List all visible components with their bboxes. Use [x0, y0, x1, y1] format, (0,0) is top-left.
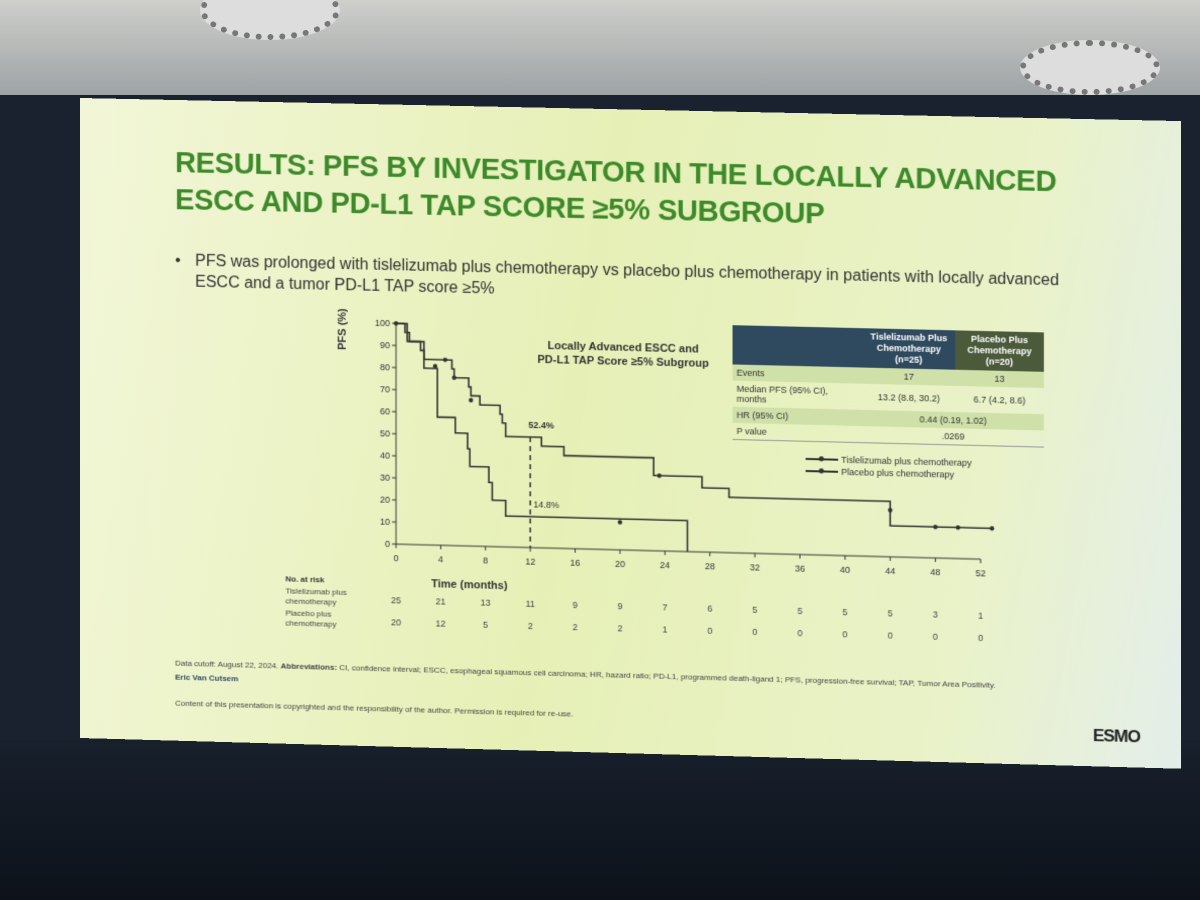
legend-label: Placebo plus chemotherapy	[841, 466, 955, 480]
at-risk-label: No. at risk	[285, 574, 324, 584]
presenter-name: Eric Van Cutsem	[175, 672, 239, 684]
legend-line-icon	[805, 458, 839, 461]
at-risk-value: 5	[797, 606, 802, 616]
x-tick-label: 12	[525, 556, 535, 566]
y-tick-label: 100	[375, 318, 390, 328]
x-tick-label: 16	[570, 558, 580, 568]
ceiling-vent	[200, 0, 340, 40]
x-tick-label: 36	[795, 563, 805, 573]
at-risk-value: 3	[933, 609, 938, 619]
at-risk-value: 5	[483, 620, 488, 630]
x-tick-label: 20	[615, 559, 625, 569]
y-tick-label: 60	[380, 406, 390, 416]
subtitle-line: Locally Advanced ESCC and	[548, 340, 699, 356]
presentation-slide: RESULTS: PFS BY INVESTIGATOR IN THE LOCA…	[80, 98, 1181, 769]
x-axis-label: Time (months)	[431, 578, 508, 592]
y-axis-label: PFS (%)	[337, 308, 349, 350]
table-header: Placebo Plus Chemotherapy (n=20)	[955, 330, 1044, 372]
at-risk-value: 2	[528, 621, 533, 631]
x-tick-label: 44	[885, 566, 895, 576]
at-risk-value: 5	[843, 607, 848, 617]
at-risk-row-name: Placebo plus	[285, 608, 331, 618]
summary-table: Tislelizumab Plus Chemotherapy (n=25) Pl…	[732, 325, 1044, 448]
copyright-notice: Content of this presentation is copyrigh…	[175, 698, 574, 719]
at-risk-value: 0	[707, 626, 712, 636]
chart-subtitle: Locally Advanced ESCC andPD-L1 TAP Score…	[537, 340, 709, 370]
cell: 13.2 (8.8, 30.2)	[877, 392, 940, 404]
censor-mark	[468, 397, 474, 403]
censor-mark	[393, 321, 399, 326]
x-tick-label: 48	[930, 567, 940, 577]
censor-mark	[657, 473, 662, 478]
annotation-52-4: 52.4%	[528, 420, 554, 431]
km-chart: PFS (%) Time (months) Locally Advanced E…	[285, 308, 1181, 643]
x-tick-label: 40	[840, 565, 850, 575]
at-risk-value: 0	[933, 632, 938, 642]
y-tick-label: 10	[380, 517, 390, 527]
censor-mark	[442, 357, 448, 363]
table-header	[732, 325, 863, 368]
at-risk-value: 21	[436, 596, 446, 606]
row-label: Median PFS (95% CI), months	[736, 383, 828, 405]
at-risk-value: 20	[391, 617, 401, 627]
annotation-14-8: 14.8%	[533, 500, 559, 511]
at-risk-value: 9	[617, 601, 622, 611]
x-tick-label: 52	[976, 568, 986, 578]
x-tick-label: 4	[438, 554, 443, 564]
at-risk-value: 2	[617, 623, 622, 633]
y-tick-label: 70	[380, 384, 390, 394]
censor-mark	[955, 525, 961, 530]
censor-mark	[887, 507, 893, 513]
data-cutoff: Data cutoff: August 22, 2024.	[175, 658, 279, 671]
x-tick-label: 0	[394, 553, 399, 563]
censor-mark	[451, 375, 457, 381]
y-tick-label: 50	[380, 428, 390, 438]
at-risk-value: 12	[436, 618, 446, 628]
table-header: Tislelizumab Plus Chemotherapy (n=25)	[862, 328, 956, 370]
abbrev-label: Abbreviations:	[280, 661, 337, 672]
cell: 6.7 (4.2, 8.6)	[973, 394, 1026, 406]
at-risk-value: 9	[573, 600, 578, 610]
censor-mark	[432, 363, 438, 369]
censor-mark	[617, 519, 623, 525]
ceiling	[0, 0, 1200, 95]
at-risk-value: 5	[752, 605, 757, 615]
at-risk-value: 7	[662, 602, 667, 612]
at-risk-value: 11	[526, 599, 535, 609]
y-tick-label: 0	[385, 539, 390, 549]
y-tick-label: 30	[380, 472, 390, 482]
row-label: P value	[736, 425, 767, 437]
censor-mark	[989, 526, 995, 531]
y-tick-label: 40	[380, 450, 390, 460]
at-risk-row-name: chemotherapy	[285, 618, 336, 628]
censor-mark	[933, 524, 938, 530]
room-wall	[0, 740, 1200, 900]
legend-line-icon	[805, 470, 839, 473]
at-risk-value: 0	[978, 633, 983, 643]
ceiling-vent	[1020, 40, 1160, 95]
at-risk-value: 2	[573, 622, 578, 632]
x-tick-label: 32	[750, 562, 760, 572]
at-risk-value: 0	[843, 629, 848, 639]
y-tick-label: 90	[380, 340, 390, 350]
at-risk-value: 5	[888, 608, 893, 618]
y-tick-label: 20	[380, 495, 390, 505]
at-risk-value: 25	[391, 595, 401, 605]
at-risk-value: 13	[480, 598, 490, 608]
chart-legend: Tislelizumab plus chemotherapy Placebo p…	[805, 453, 972, 481]
at-risk-value: 6	[707, 603, 712, 613]
subtitle-line: PD-L1 TAP Score ≥5% Subgroup	[537, 354, 709, 370]
at-risk-value: 1	[978, 611, 983, 621]
x-tick-label: 28	[705, 561, 715, 571]
x-tick-label: 8	[483, 555, 488, 565]
at-risk-row-name: Tislelizumab plus	[285, 586, 346, 597]
at-risk-value: 1	[662, 624, 667, 634]
at-risk-value: 0	[797, 628, 802, 638]
x-tick-label: 24	[660, 560, 670, 570]
at-risk-value: 0	[888, 630, 893, 640]
at-risk-value: 0	[752, 627, 757, 637]
at-risk-row-name: chemotherapy	[285, 596, 336, 606]
esmo-logo: ESMO	[1092, 725, 1140, 747]
y-tick-label: 80	[380, 362, 390, 372]
